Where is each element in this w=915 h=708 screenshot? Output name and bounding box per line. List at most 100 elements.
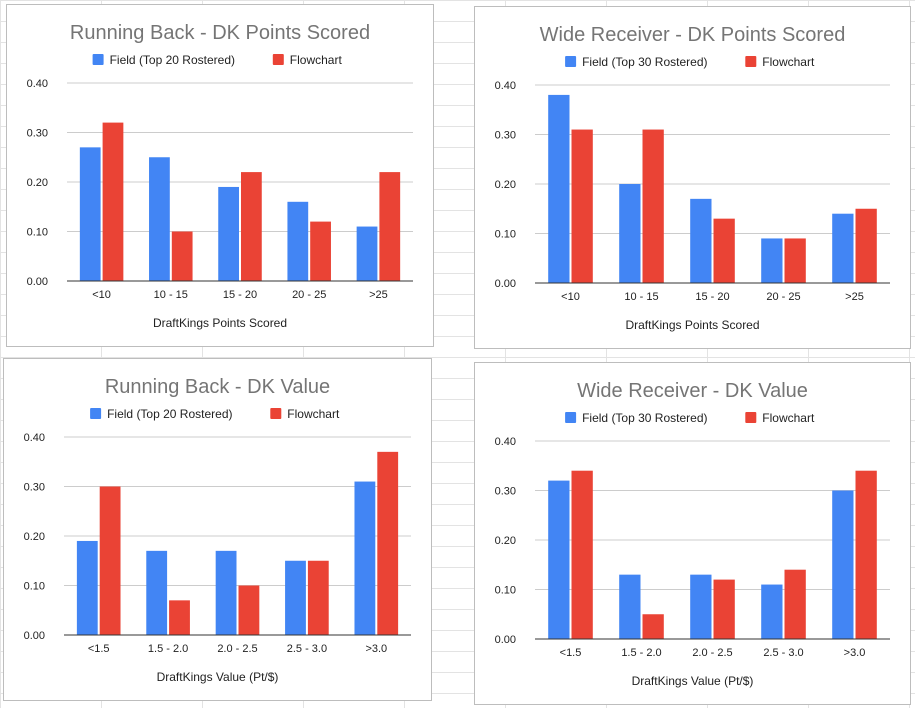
bar-field-1 bbox=[149, 157, 170, 281]
x-tick-label: 1.5 - 2.0 bbox=[621, 647, 661, 659]
legend-swatch-field bbox=[92, 54, 104, 65]
bar-flowchart-3 bbox=[307, 560, 329, 635]
y-tick-label: 0.30 bbox=[495, 486, 516, 498]
y-tick-label: 0.40 bbox=[495, 80, 516, 92]
bar-field-0 bbox=[79, 147, 101, 281]
x-tick-label: >25 bbox=[369, 289, 388, 301]
y-tick-label: 0.00 bbox=[27, 276, 48, 288]
legend-swatch-field bbox=[565, 56, 577, 67]
legend-label-field: Field (Top 20 Rostered) bbox=[107, 407, 232, 421]
x-axis-title: DraftKings Points Scored bbox=[153, 316, 287, 330]
legend-swatch-field bbox=[90, 408, 102, 419]
x-tick-label: 15 - 20 bbox=[223, 289, 257, 301]
chart-svg: Running Back - DK Points Scored Field (To… bbox=[27, 22, 413, 330]
x-tick-label: 2.0 - 2.5 bbox=[217, 643, 257, 655]
chart-title: Running Back - DK Value bbox=[105, 376, 330, 398]
bar-field-3 bbox=[285, 560, 306, 635]
x-tick-label: >3.0 bbox=[365, 643, 387, 655]
bar-flowchart-2 bbox=[238, 585, 260, 635]
chart-title: Wide Receiver - DK Points Scored bbox=[540, 24, 846, 46]
y-tick-label: 0.40 bbox=[495, 436, 516, 448]
x-tick-label: 10 - 15 bbox=[624, 291, 658, 303]
bar-field-4 bbox=[356, 226, 378, 281]
legend-label-field: Field (Top 30 Rostered) bbox=[582, 411, 707, 425]
bar-flowchart-4 bbox=[377, 451, 399, 635]
x-axis-title: DraftKings Value (Pt/$) bbox=[157, 670, 279, 684]
x-tick-label: >3.0 bbox=[844, 647, 866, 659]
chart-panel-wr-points: Wide Receiver - DK Points Scored Field (T… bbox=[474, 6, 911, 349]
legend: Field (Top 20 Rostered) Flowchart bbox=[90, 407, 340, 421]
x-axis-title: DraftKings Points Scored bbox=[625, 318, 759, 332]
legend: Field (Top 30 Rostered) Flowchart bbox=[565, 55, 815, 69]
bar-field-2 bbox=[690, 574, 712, 639]
x-tick-label: 10 - 15 bbox=[154, 289, 188, 301]
chart-panel-rb-points: Running Back - DK Points Scored Field (To… bbox=[6, 4, 434, 347]
y-tick-label: 0.10 bbox=[495, 229, 516, 241]
bar-field-4 bbox=[354, 481, 376, 635]
legend: Field (Top 30 Rostered) Flowchart bbox=[565, 411, 815, 425]
y-tick-label: 0.40 bbox=[27, 78, 48, 90]
bar-field-4 bbox=[832, 213, 854, 283]
bar-field-3 bbox=[287, 201, 309, 281]
legend-label-flowchart: Flowchart bbox=[287, 407, 340, 421]
bar-field-0 bbox=[548, 94, 570, 284]
bar-field-1 bbox=[146, 550, 168, 635]
bar-flowchart-1 bbox=[171, 231, 193, 281]
x-tick-label: 20 - 25 bbox=[292, 289, 326, 301]
legend-swatch-flowchart bbox=[270, 408, 282, 419]
x-tick-label: 2.0 - 2.5 bbox=[692, 647, 732, 659]
x-tick-label: 20 - 25 bbox=[766, 291, 800, 303]
x-tick-label: 2.5 - 3.0 bbox=[287, 643, 327, 655]
bar-flowchart-1 bbox=[169, 600, 190, 635]
x-tick-label: >25 bbox=[845, 291, 864, 303]
y-tick-label: 0.40 bbox=[24, 432, 45, 444]
y-tick-label: 0.00 bbox=[495, 278, 516, 290]
bar-flowchart-2 bbox=[241, 172, 262, 281]
x-tick-label: <10 bbox=[92, 289, 111, 301]
chart-title: Running Back - DK Points Scored bbox=[70, 22, 370, 44]
bar-flowchart-0 bbox=[99, 486, 121, 635]
legend-label-flowchart: Flowchart bbox=[762, 55, 815, 69]
y-tick-label: 0.20 bbox=[495, 535, 516, 547]
y-tick-label: 0.20 bbox=[495, 179, 516, 191]
legend-label-flowchart: Flowchart bbox=[290, 53, 343, 67]
legend-swatch-flowchart bbox=[745, 56, 757, 67]
bar-field-1 bbox=[619, 574, 641, 639]
y-tick-label: 0.30 bbox=[495, 130, 516, 142]
x-tick-label: 2.5 - 3.0 bbox=[763, 647, 803, 659]
bar-flowchart-0 bbox=[102, 122, 124, 281]
y-tick-label: 0.00 bbox=[495, 634, 516, 646]
x-tick-label: 1.5 - 2.0 bbox=[148, 643, 188, 655]
legend-label-flowchart: Flowchart bbox=[762, 411, 815, 425]
x-tick-label: <10 bbox=[561, 291, 580, 303]
bar-field-1 bbox=[619, 184, 641, 283]
bar-field-0 bbox=[548, 480, 570, 639]
y-tick-label: 0.20 bbox=[24, 531, 45, 543]
legend-swatch-flowchart bbox=[745, 412, 757, 423]
x-tick-label: <1.5 bbox=[560, 647, 582, 659]
y-tick-label: 0.20 bbox=[27, 177, 48, 189]
legend: Field (Top 20 Rostered) Flowchart bbox=[92, 53, 343, 67]
bar-field-2 bbox=[218, 186, 239, 281]
bar-flowchart-0 bbox=[571, 470, 593, 639]
bar-field-2 bbox=[215, 550, 237, 635]
bar-flowchart-0 bbox=[571, 129, 593, 283]
bar-field-3 bbox=[761, 584, 783, 639]
bar-flowchart-4 bbox=[855, 208, 877, 283]
bar-field-4 bbox=[832, 490, 854, 639]
bar-flowchart-4 bbox=[379, 172, 401, 281]
x-tick-label: 15 - 20 bbox=[695, 291, 729, 303]
legend-label-field: Field (Top 30 Rostered) bbox=[582, 55, 707, 69]
bar-flowchart-2 bbox=[713, 579, 735, 639]
legend-swatch-flowchart bbox=[272, 54, 284, 65]
chart-svg: Wide Receiver - DK Points Scored Field (T… bbox=[495, 24, 890, 332]
chart-title: Wide Receiver - DK Value bbox=[577, 380, 808, 402]
bar-flowchart-2 bbox=[713, 218, 735, 283]
x-tick-label: <1.5 bbox=[88, 643, 110, 655]
bar-field-3 bbox=[761, 238, 783, 283]
chart-svg: Wide Receiver - DK Value Field (Top 30 Ro… bbox=[495, 380, 890, 688]
bar-flowchart-3 bbox=[310, 221, 331, 281]
bar-flowchart-3 bbox=[784, 238, 806, 283]
x-axis-title: DraftKings Value (Pt/$) bbox=[632, 674, 754, 688]
legend-swatch-field bbox=[565, 412, 577, 423]
